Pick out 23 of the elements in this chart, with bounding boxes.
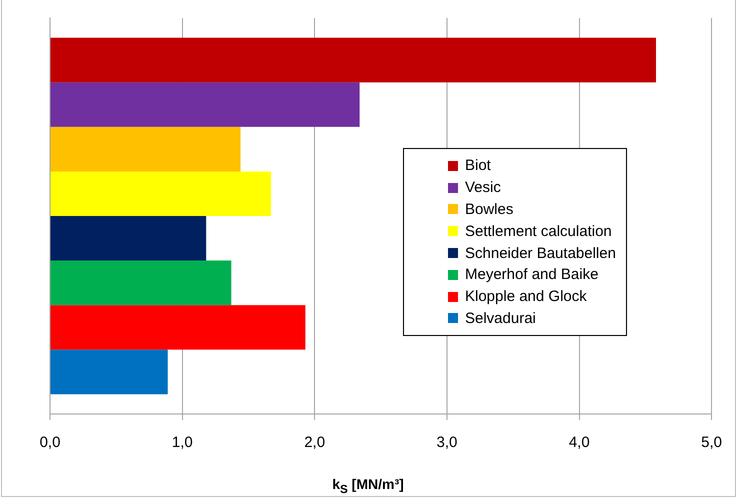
legend-label: Selvadurai [465, 310, 536, 327]
bar [50, 126, 241, 172]
legend-label: Vesic [465, 179, 501, 196]
x-tick-label: 3,0 [436, 434, 458, 452]
bar [50, 82, 360, 127]
legend-label: Biot [465, 157, 491, 174]
bar [50, 216, 206, 261]
bar [50, 260, 232, 306]
x-tick-label: 0,0 [40, 434, 60, 452]
legend-label: Settlement calculation [465, 222, 612, 240]
legend-label: Bowles [465, 200, 514, 218]
x-axis-title: k$_{S}$ [MN/m³] [331, 476, 405, 496]
x-tick-label: 2,0 [304, 434, 326, 452]
legend-label: Schneider Bautabellen [465, 244, 616, 262]
bar [50, 305, 306, 350]
x-tick-label: 5,0 [701, 434, 722, 452]
bar [50, 350, 168, 394]
x-tick-label: 4,0 [568, 434, 590, 452]
x-tick-label: 1,0 [172, 434, 193, 452]
legend-label: Klopple and Glock [465, 288, 587, 306]
bar [50, 38, 656, 82]
legend-label: Meyerhof and Baike [465, 266, 598, 284]
bar [50, 171, 271, 216]
